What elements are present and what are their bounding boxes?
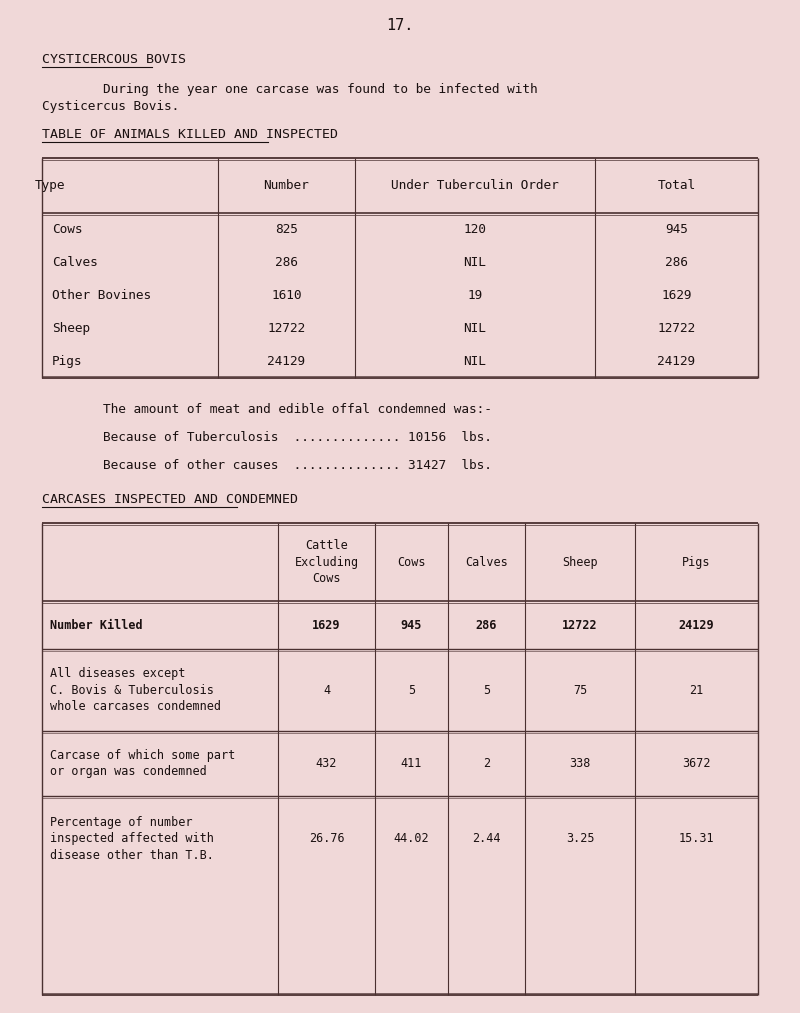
Text: NIL: NIL [463, 355, 486, 368]
Text: Percentage of number
inspected affected with
disease other than T.B.: Percentage of number inspected affected … [50, 815, 214, 861]
Text: 825: 825 [275, 223, 298, 236]
Text: 4: 4 [323, 684, 330, 697]
Text: 2: 2 [483, 757, 490, 770]
Text: Cattle
Excluding
Cows: Cattle Excluding Cows [294, 539, 358, 585]
Text: Number Killed: Number Killed [50, 619, 142, 631]
Text: Cows: Cows [398, 555, 426, 568]
Text: 2.44: 2.44 [472, 832, 501, 845]
Text: Cysticercus Bovis.: Cysticercus Bovis. [42, 100, 179, 113]
Text: Cows: Cows [52, 223, 82, 236]
Text: Type: Type [34, 179, 66, 192]
Text: Sheep: Sheep [562, 555, 598, 568]
Text: 286: 286 [665, 256, 688, 269]
Text: Calves: Calves [465, 555, 508, 568]
Text: Pigs: Pigs [682, 555, 710, 568]
Text: 21: 21 [690, 684, 704, 697]
Text: 75: 75 [573, 684, 587, 697]
Text: NIL: NIL [463, 322, 486, 335]
Text: 945: 945 [665, 223, 688, 236]
Text: 17.: 17. [386, 18, 414, 33]
Text: 12722: 12722 [267, 322, 306, 335]
Text: 26.76: 26.76 [309, 832, 344, 845]
Text: Number: Number [264, 179, 310, 192]
Text: 15.31: 15.31 [678, 832, 714, 845]
Text: 24129: 24129 [658, 355, 695, 368]
Text: Other Bovines: Other Bovines [52, 289, 151, 302]
Text: 5: 5 [408, 684, 415, 697]
Text: 3.25: 3.25 [566, 832, 594, 845]
Text: CYSTICERCOUS BOVIS: CYSTICERCOUS BOVIS [42, 53, 186, 66]
Text: 286: 286 [476, 619, 497, 631]
Text: 19: 19 [467, 289, 482, 302]
Text: 12722: 12722 [658, 322, 695, 335]
Text: 44.02: 44.02 [394, 832, 430, 845]
Text: Carcase of which some part
or organ was condemned: Carcase of which some part or organ was … [50, 749, 235, 778]
Text: The amount of meat and edible offal condemned was:-: The amount of meat and edible offal cond… [42, 403, 492, 416]
Text: 286: 286 [275, 256, 298, 269]
Text: 945: 945 [401, 619, 422, 631]
Text: All diseases except
C. Bovis & Tuberculosis
whole carcases condemned: All diseases except C. Bovis & Tuberculo… [50, 667, 221, 713]
Text: Sheep: Sheep [52, 322, 90, 335]
Text: Total: Total [658, 179, 695, 192]
Text: 1629: 1629 [662, 289, 692, 302]
Text: Under Tuberculin Order: Under Tuberculin Order [391, 179, 559, 192]
Text: Pigs: Pigs [52, 355, 82, 368]
Text: 24129: 24129 [267, 355, 306, 368]
Text: 120: 120 [463, 223, 486, 236]
Text: 12722: 12722 [562, 619, 598, 631]
Text: 432: 432 [316, 757, 337, 770]
Text: Because of Tuberculosis  .............. 10156  lbs.: Because of Tuberculosis .............. 1… [42, 431, 492, 444]
Text: During the year one carcase was found to be infected with: During the year one carcase was found to… [42, 83, 538, 96]
Text: 5: 5 [483, 684, 490, 697]
Text: Calves: Calves [52, 256, 98, 269]
Text: NIL: NIL [463, 256, 486, 269]
Text: 24129: 24129 [678, 619, 714, 631]
Text: Because of other causes  .............. 31427  lbs.: Because of other causes .............. 3… [42, 459, 492, 472]
Text: 1629: 1629 [312, 619, 341, 631]
Text: 338: 338 [570, 757, 590, 770]
Text: CARCASES INSPECTED AND CONDEMNED: CARCASES INSPECTED AND CONDEMNED [42, 493, 298, 506]
Text: 411: 411 [401, 757, 422, 770]
Text: TABLE OF ANIMALS KILLED AND INSPECTED: TABLE OF ANIMALS KILLED AND INSPECTED [42, 128, 338, 141]
Text: 3672: 3672 [682, 757, 710, 770]
Text: 1610: 1610 [271, 289, 302, 302]
